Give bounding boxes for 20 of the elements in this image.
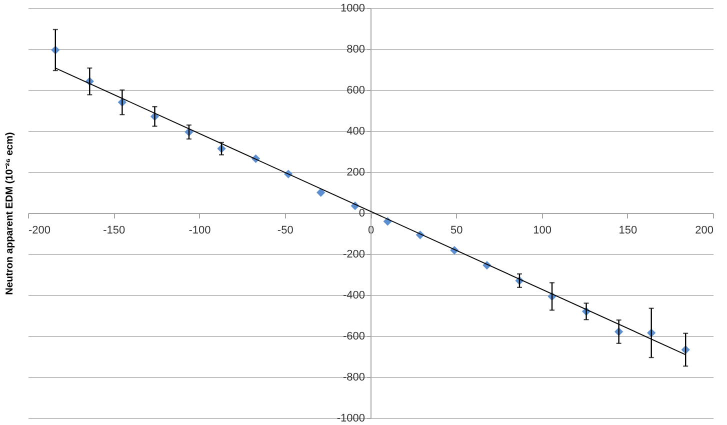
- x-tick-label: 100: [533, 224, 552, 236]
- y-tick-label: -200: [342, 248, 365, 260]
- y-axis-title: Neutron apparent EDM (10⁻²⁶ ecm): [4, 132, 16, 295]
- x-tick-label: 50: [450, 224, 463, 236]
- x-tick-label: 150: [618, 224, 638, 236]
- x-tick-label: -100: [188, 224, 211, 236]
- y-tick-label: 200: [346, 166, 365, 178]
- y-tick-label: -600: [342, 330, 365, 342]
- y-tick-label: 0: [358, 208, 365, 220]
- y-tick-label: -400: [342, 290, 365, 302]
- y-tick-label: -800: [342, 372, 365, 384]
- y-tick-label: 600: [346, 84, 365, 96]
- y-tick-label: 800: [346, 44, 365, 56]
- y-tick-label: 1000: [340, 2, 365, 14]
- x-tick-label: -50: [277, 224, 294, 236]
- x-tick-label: -150: [103, 224, 126, 236]
- x-tick-label: -200: [28, 224, 51, 236]
- x-tick-label: 200: [695, 224, 714, 236]
- y-tick-label: 400: [346, 126, 365, 138]
- y-tick-label: -1000: [336, 412, 365, 424]
